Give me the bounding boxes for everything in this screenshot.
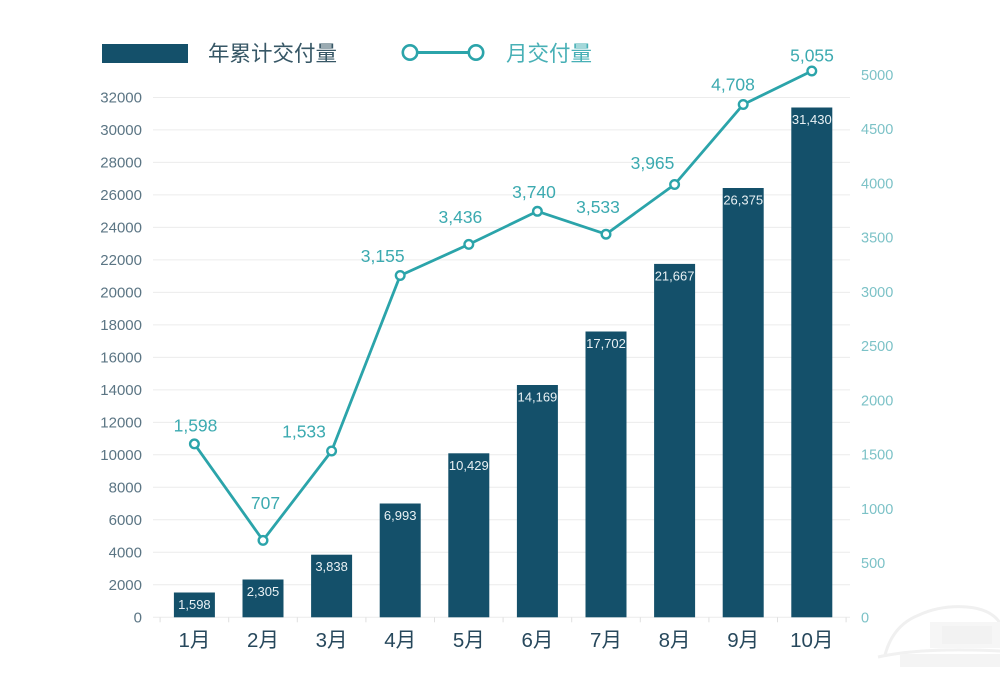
svg-text:707: 707 [251, 493, 280, 513]
svg-text:5000: 5000 [861, 68, 893, 84]
svg-text:1000: 1000 [861, 502, 893, 518]
svg-text:0: 0 [861, 610, 869, 626]
svg-text:30000: 30000 [100, 122, 142, 139]
svg-text:3000: 3000 [861, 285, 893, 301]
svg-text:24000: 24000 [100, 219, 142, 236]
svg-text:31,430: 31,430 [792, 112, 832, 127]
svg-text:3,155: 3,155 [361, 246, 405, 266]
svg-text:0: 0 [134, 609, 142, 626]
svg-text:1,598: 1,598 [174, 416, 218, 436]
svg-text:10月: 10月 [790, 629, 833, 652]
svg-text:4,708: 4,708 [711, 75, 755, 95]
svg-text:6000: 6000 [109, 512, 142, 529]
svg-text:20000: 20000 [100, 284, 142, 301]
svg-text:3,965: 3,965 [631, 153, 675, 173]
svg-text:3,533: 3,533 [576, 197, 620, 217]
svg-text:1,598: 1,598 [178, 597, 211, 612]
svg-text:3,436: 3,436 [439, 207, 483, 227]
svg-text:18000: 18000 [100, 317, 142, 334]
svg-text:10000: 10000 [100, 447, 142, 464]
svg-text:3500: 3500 [861, 231, 893, 247]
svg-text:年累计交付量: 年累计交付量 [208, 42, 337, 66]
svg-text:22000: 22000 [100, 252, 142, 269]
svg-text:4月: 4月 [384, 629, 416, 652]
svg-text:3月: 3月 [316, 629, 348, 652]
svg-text:21,667: 21,667 [655, 268, 695, 283]
svg-text:1月: 1月 [178, 629, 210, 652]
svg-text:26000: 26000 [100, 187, 142, 204]
svg-text:8000: 8000 [109, 479, 142, 496]
svg-text:3,838: 3,838 [315, 559, 348, 574]
svg-text:4500: 4500 [861, 122, 893, 138]
svg-text:9月: 9月 [727, 629, 759, 652]
svg-text:1500: 1500 [861, 448, 893, 464]
svg-text:14000: 14000 [100, 382, 142, 399]
svg-text:2,305: 2,305 [247, 584, 280, 599]
svg-text:28000: 28000 [100, 154, 142, 171]
svg-text:2000: 2000 [109, 577, 142, 594]
svg-text:6,993: 6,993 [384, 508, 417, 523]
svg-text:17,702: 17,702 [586, 336, 626, 351]
svg-text:12000: 12000 [100, 414, 142, 431]
svg-text:14,169: 14,169 [518, 390, 558, 405]
svg-text:6月: 6月 [521, 629, 553, 652]
svg-text:2000: 2000 [861, 393, 893, 409]
svg-text:4000: 4000 [861, 176, 893, 192]
svg-text:3,740: 3,740 [512, 182, 556, 202]
svg-text:4000: 4000 [109, 544, 142, 561]
svg-text:8月: 8月 [659, 629, 691, 652]
svg-text:1,533: 1,533 [282, 422, 326, 442]
svg-text:2月: 2月 [247, 629, 279, 652]
svg-text:10,429: 10,429 [449, 458, 489, 473]
svg-text:32000: 32000 [100, 90, 142, 107]
svg-text:16000: 16000 [100, 349, 142, 366]
svg-text:500: 500 [861, 556, 885, 572]
svg-text:5,055: 5,055 [790, 45, 834, 65]
svg-text:7月: 7月 [590, 629, 622, 652]
svg-text:2500: 2500 [861, 339, 893, 355]
svg-text:月交付量: 月交付量 [506, 42, 592, 66]
svg-text:5月: 5月 [453, 629, 485, 652]
svg-text:26,375: 26,375 [723, 193, 763, 208]
